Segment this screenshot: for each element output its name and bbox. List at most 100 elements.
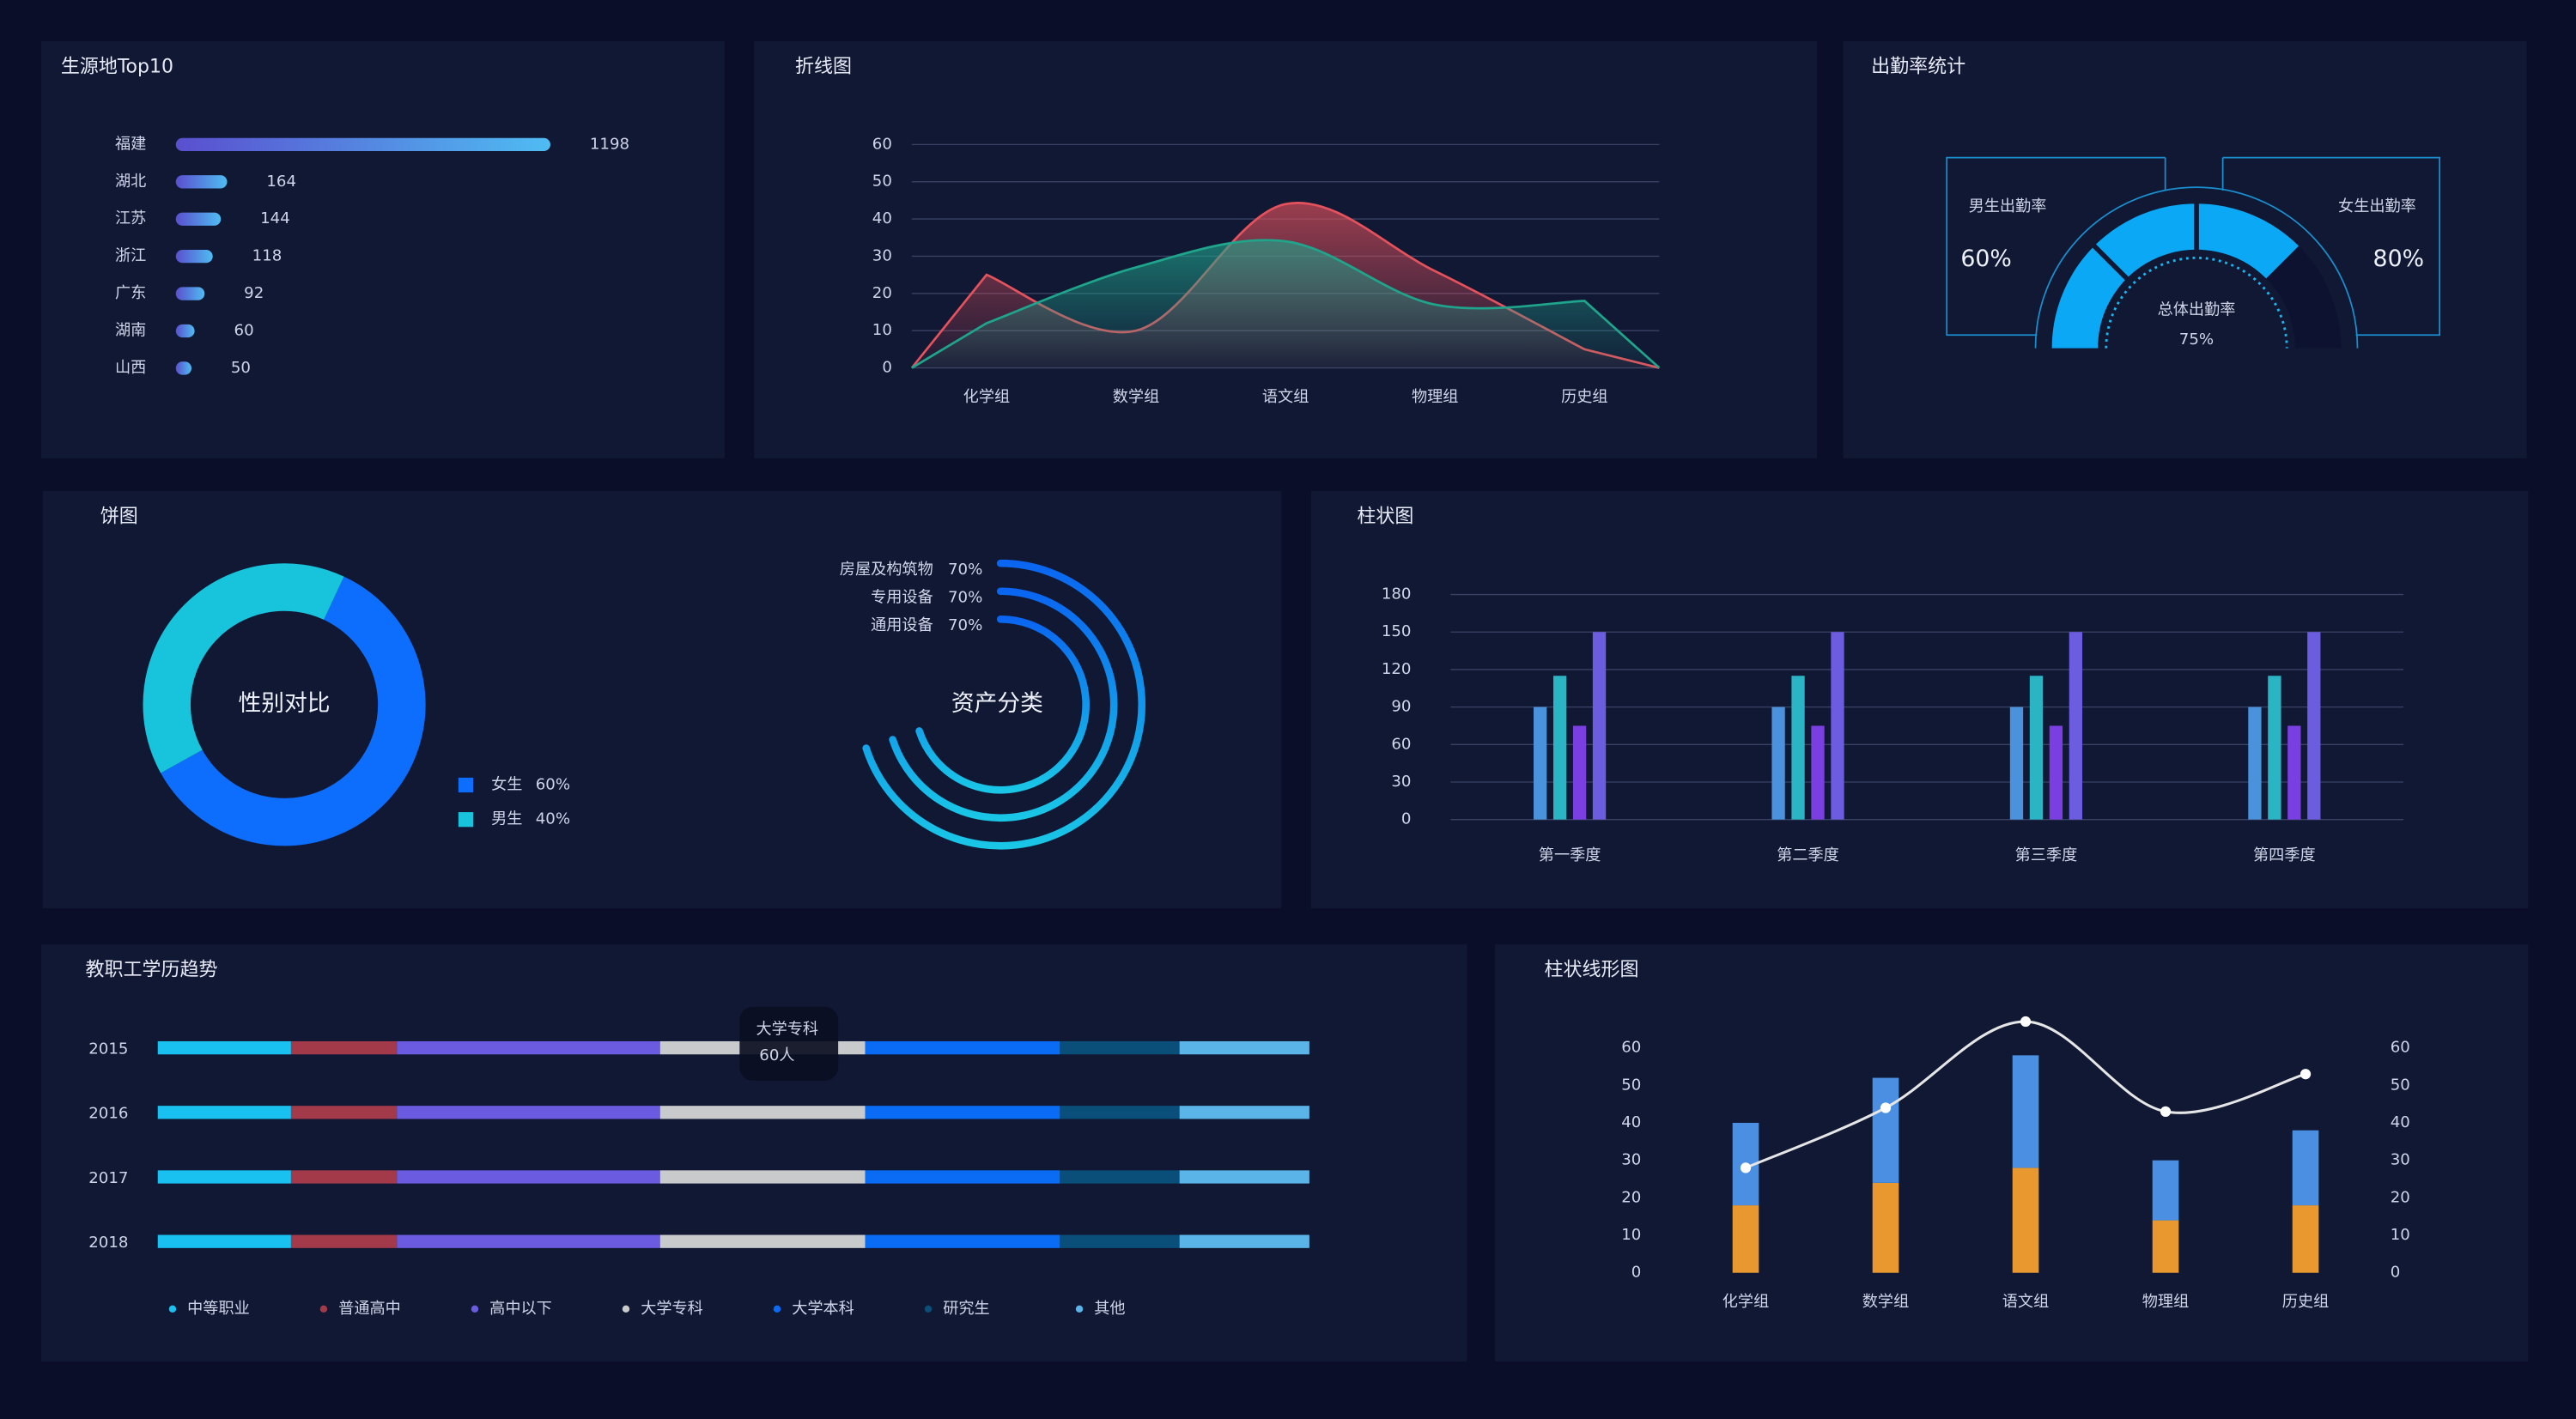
y-tick-label: 20 (1621, 1188, 1641, 1206)
y-tick-label: 50 (1621, 1076, 1641, 1094)
gauge-label: 总体出勤率 (2158, 301, 2236, 319)
y-tick-label: 2016 (88, 1105, 128, 1123)
gauge-value: 60% (1960, 246, 2012, 272)
y-tick-label: 150 (1382, 622, 1412, 640)
bar-segment (157, 1106, 291, 1119)
value-label: 164 (266, 173, 296, 191)
category-label: 山西 (115, 359, 146, 377)
chart-title: 折线图 (795, 56, 852, 77)
x-tick-label: 数学组 (1862, 1293, 1909, 1311)
y-tick-label: 2015 (88, 1040, 128, 1058)
bar-segment (290, 1106, 398, 1119)
bar-segment (1179, 1234, 1309, 1248)
radial-bar (915, 615, 1090, 794)
legend-swatch (458, 777, 474, 793)
bar-segment (865, 1040, 1060, 1055)
frame-arc (2034, 186, 2359, 349)
legend-dot (1075, 1305, 1084, 1313)
bar-segment (1732, 1205, 1759, 1273)
pie-slice (161, 576, 426, 846)
value-label: 92 (244, 284, 264, 302)
bar-segment (2152, 1220, 2179, 1273)
y-tick-label: 30 (1391, 773, 1411, 791)
chart-title: 柱状图 (1357, 506, 1413, 528)
x-tick-label: 物理组 (1412, 388, 1458, 406)
bar-segment (157, 1040, 291, 1055)
bar-segment (290, 1234, 398, 1248)
bar (2307, 632, 2321, 820)
x-tick-label: 历史组 (2282, 1293, 2329, 1311)
radial-value: 70% (948, 616, 982, 634)
bar-segment (290, 1170, 398, 1184)
category-label: 湖北 (115, 173, 146, 191)
y-tick-label: 10 (872, 321, 892, 339)
line-point (1880, 1102, 1892, 1113)
chart-title: 教职工学历趋势 (86, 960, 218, 981)
y-tick-label: 0 (1631, 1264, 1642, 1282)
bar-segment (2012, 1167, 2039, 1273)
bar (2248, 706, 2262, 820)
legend-value: 40% (536, 810, 570, 828)
bar (1831, 632, 1844, 820)
bar-segment (397, 1040, 660, 1055)
value-label: 50 (231, 359, 251, 377)
legend-label: 男生 (491, 810, 522, 828)
category-label: 湖南 (115, 322, 146, 340)
legend-dot (924, 1305, 933, 1313)
x-tick-label: 第一季度 (1539, 846, 1601, 864)
bar (1534, 706, 1547, 820)
y-tick-label: 20 (872, 284, 892, 302)
y-tick-label: 120 (1382, 660, 1412, 678)
radial-label: 通用设备 (871, 616, 933, 634)
gauge-frame (1946, 156, 2441, 349)
bar (175, 361, 191, 375)
bar (2069, 632, 2083, 820)
bar-segment (865, 1234, 1060, 1248)
legend-label: 女生 (491, 776, 522, 794)
legend-dot (319, 1305, 328, 1313)
legend-dot (773, 1305, 781, 1313)
y-tick-label: 50 (2391, 1076, 2410, 1094)
y-tick-label: 180 (1382, 585, 1412, 603)
bar (175, 175, 228, 189)
legend-label: 中等职业 (187, 1300, 250, 1318)
y-tick-label: 40 (1621, 1113, 1641, 1131)
y-tick-label: 60 (1391, 735, 1411, 753)
x-tick-label: 物理组 (2142, 1293, 2189, 1311)
bar (175, 249, 213, 264)
center-label: 性别对比 (239, 690, 331, 717)
bar (1552, 676, 1567, 820)
bar (2029, 676, 2044, 820)
value-label: 144 (260, 209, 290, 227)
gauge-value: 80% (2373, 246, 2425, 272)
bar-segment (1060, 1170, 1180, 1184)
bar (175, 324, 195, 338)
legend-label: 研究生 (943, 1300, 989, 1318)
panel (42, 491, 1282, 908)
radial-value: 70% (948, 561, 982, 579)
bar (1572, 725, 1587, 820)
x-tick-label: 语文组 (2002, 1293, 2049, 1311)
bar (2268, 676, 2281, 820)
bar (175, 212, 222, 226)
chart-title: 柱状线形图 (1544, 960, 1638, 981)
bar-segment (1179, 1170, 1309, 1184)
radial-bar (889, 587, 1118, 822)
bar-segment (157, 1234, 291, 1248)
y-tick-label: 30 (1621, 1151, 1641, 1169)
bar-segment (659, 1106, 866, 1119)
value-label: 1198 (590, 135, 629, 153)
y-tick-label: 50 (872, 173, 892, 191)
radial-label: 专用设备 (871, 588, 933, 606)
value-label: 118 (252, 247, 283, 265)
bar-segment (1872, 1182, 1899, 1273)
y-tick-label: 40 (872, 209, 892, 227)
legend-dot (622, 1305, 630, 1313)
category-label: 广东 (115, 284, 146, 302)
legend-value: 60% (536, 776, 570, 794)
area (911, 240, 1660, 368)
bar (175, 287, 205, 300)
radial-label: 房屋及构筑物 (840, 561, 933, 579)
